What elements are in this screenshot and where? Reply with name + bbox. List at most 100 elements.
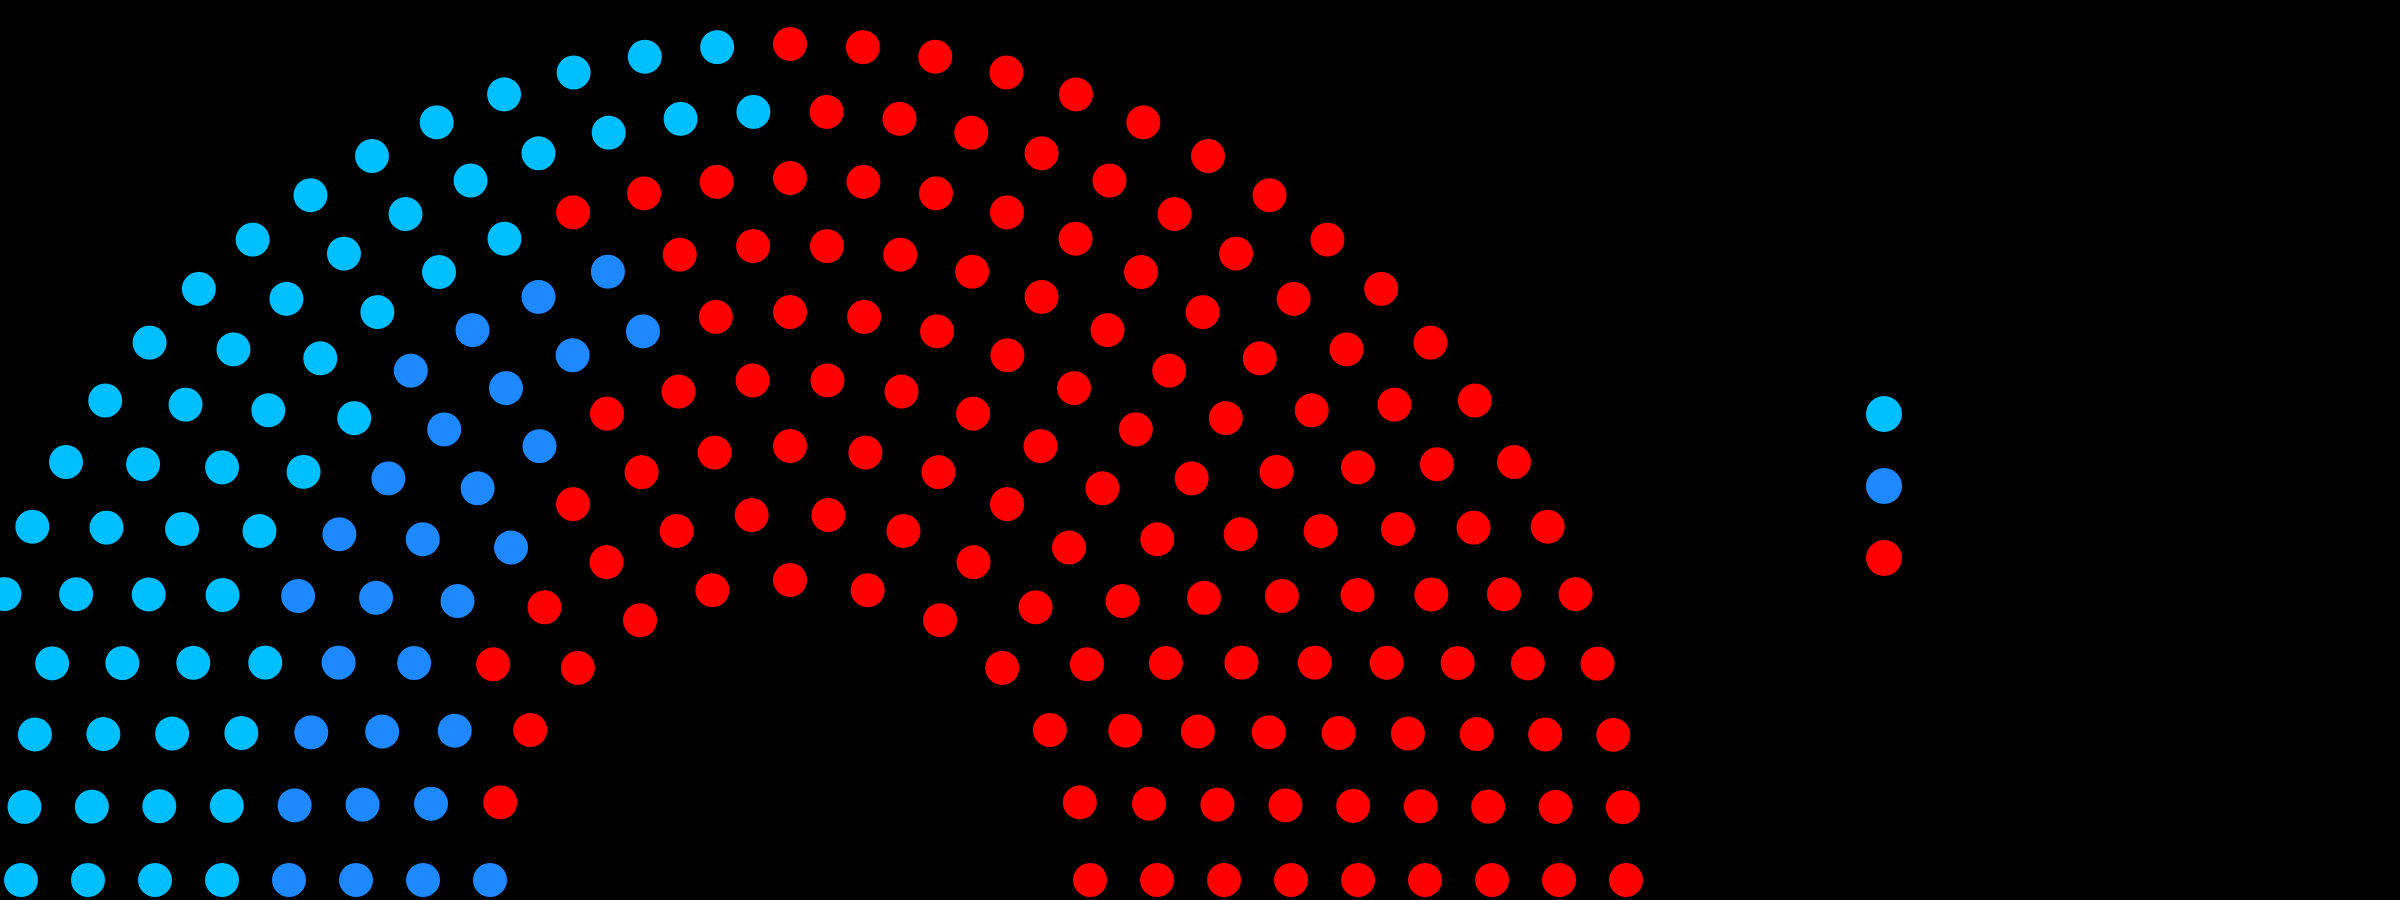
- seat-dot: [71, 863, 105, 897]
- seat-dot: [494, 530, 529, 565]
- seat-dot: [419, 105, 454, 140]
- chart-legend: [1866, 396, 2346, 586]
- seat-dot: [168, 387, 203, 422]
- seat-dot: [923, 603, 957, 638]
- seat-dot: [355, 139, 389, 173]
- seat-dot: [1200, 787, 1235, 822]
- seat-dot: [406, 863, 440, 897]
- seat-dot: [205, 863, 239, 897]
- seat-dot: [345, 787, 380, 822]
- seat-dot: [216, 332, 251, 367]
- seat-dot: [954, 115, 989, 150]
- seat-dot: [1023, 429, 1058, 464]
- seat-dot: [1580, 646, 1615, 681]
- seat-dot: [138, 863, 172, 897]
- seat-dot: [773, 295, 807, 329]
- seat-dot: [659, 513, 694, 548]
- seat-dot: [1419, 447, 1454, 482]
- seat-dot: [1090, 313, 1125, 348]
- seat-dot: [1369, 645, 1404, 680]
- seat-dot: [181, 271, 216, 306]
- seat-dot: [1609, 863, 1643, 897]
- seat-dot: [1131, 786, 1166, 821]
- seat-dot: [1208, 401, 1243, 436]
- seat-dot: [1073, 863, 1107, 897]
- seat-dot: [918, 176, 953, 211]
- seat-dot: [956, 396, 991, 431]
- seat-dot: [35, 646, 70, 681]
- seat-dot: [921, 455, 956, 490]
- seat-dot: [809, 229, 844, 264]
- seat-dot: [235, 222, 270, 257]
- seat-dot: [1191, 139, 1225, 173]
- seat-dot: [1024, 279, 1059, 314]
- seat-dot: [242, 514, 277, 549]
- seat-dot: [589, 545, 624, 580]
- seat-dot: [1414, 577, 1449, 612]
- seat-dot: [339, 863, 373, 897]
- seat-dot: [1140, 522, 1175, 557]
- seat-dot: [17, 717, 52, 752]
- seat-dot: [1124, 255, 1158, 290]
- seat-dot: [1408, 863, 1442, 897]
- seat-dot: [489, 371, 523, 406]
- seat-dot: [848, 435, 883, 470]
- seat-dot: [74, 789, 109, 824]
- seat-dot: [294, 715, 329, 750]
- seat-dot: [59, 577, 94, 612]
- seat-dot: [556, 195, 591, 230]
- seat-dot: [1596, 717, 1631, 752]
- seat-dot: [393, 353, 428, 388]
- seat-dot: [1310, 222, 1345, 257]
- seat-dot: [555, 338, 590, 373]
- seat-dot: [663, 101, 698, 136]
- seat-dot: [697, 435, 732, 470]
- seat-dot: [850, 573, 885, 608]
- seat-dot: [1297, 645, 1332, 680]
- seat-dot: [956, 545, 991, 580]
- seat-dot: [224, 715, 259, 750]
- seat-dot: [427, 412, 462, 447]
- seat-dot: [1274, 863, 1308, 897]
- seat-dot: [734, 498, 769, 533]
- seat-dot: [1058, 77, 1093, 112]
- seat-dot: [15, 509, 50, 544]
- seat-dot: [303, 341, 338, 376]
- seat-dot: [735, 363, 770, 398]
- legend-item-blue[interactable]: [1866, 468, 1920, 504]
- seat-dot: [662, 237, 697, 272]
- seat-dot: [86, 717, 121, 752]
- seat-dot: [1251, 715, 1286, 750]
- seat-dot: [473, 863, 507, 897]
- seat-dot: [437, 713, 472, 748]
- seat-dot: [1185, 295, 1220, 330]
- seat-dot: [1457, 383, 1492, 418]
- seat-dot: [1058, 221, 1093, 256]
- seat-dot: [1321, 715, 1356, 750]
- seat-dot: [1390, 716, 1425, 751]
- seat-dot: [990, 338, 1025, 373]
- seat-dot: [700, 30, 735, 65]
- seat-dot: [627, 176, 662, 211]
- legend-item-red[interactable]: [1866, 540, 1920, 576]
- seat-dot: [132, 325, 167, 360]
- seat-dot: [556, 487, 590, 522]
- seat-dot: [4, 863, 38, 897]
- legend-item-cyan[interactable]: [1866, 396, 1920, 432]
- seat-dot: [483, 785, 518, 820]
- seat-dot: [1403, 789, 1438, 824]
- seat-dot: [326, 236, 361, 271]
- seat-dot: [1303, 514, 1338, 549]
- seat-dot: [1605, 790, 1640, 825]
- seat-dot: [176, 645, 211, 680]
- seat-dot: [205, 450, 240, 485]
- seat-dot: [1341, 863, 1375, 897]
- seat-dot: [847, 299, 882, 334]
- legend-swatch-icon: [1866, 468, 1902, 504]
- seat-dot: [1329, 332, 1364, 367]
- seat-dot: [1471, 789, 1506, 824]
- seat-dot: [1092, 163, 1127, 198]
- seat-dot: [985, 650, 1020, 685]
- seat-dot: [556, 55, 591, 90]
